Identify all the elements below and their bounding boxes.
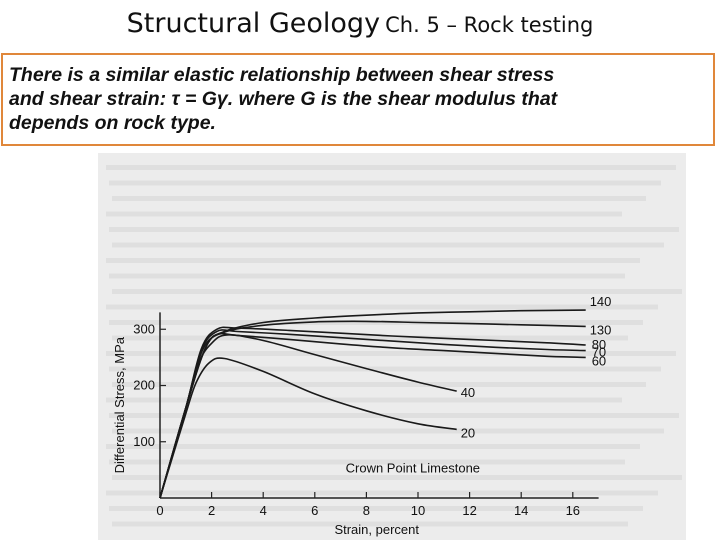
x-axis-label: Strain, percent: [334, 522, 419, 537]
background-text-line: [106, 165, 676, 170]
background-text-line: [106, 304, 658, 310]
chart-axes: 0 2 4 6 8 10 12 14 16 100 200 300: [133, 312, 599, 518]
x-tick-label: 10: [411, 503, 425, 518]
body-text-box: There is a similar elastic relationship …: [1, 53, 715, 146]
x-tick-label: 8: [363, 503, 370, 518]
slide-title: Structural Geology Ch. 5 – Rock testing: [0, 8, 720, 39]
series-label-130: 130: [590, 322, 612, 337]
background-text-line: [106, 211, 622, 217]
body-line-3: depends on rock type.: [9, 112, 216, 134]
background-text-line: [109, 413, 679, 418]
body-line-2: and shear strain: τ = Gγ. where G is the…: [9, 88, 558, 110]
background-text-line: [106, 490, 658, 496]
x-tick-label: 14: [514, 503, 528, 518]
background-text-line: [109, 459, 625, 465]
background-text-line: [106, 258, 640, 263]
x-tick-label: 4: [260, 503, 267, 518]
background-text-line: [112, 335, 628, 341]
background-text-line: [109, 227, 679, 232]
background-text-line: [112, 196, 646, 201]
background-text-line: [109, 366, 661, 372]
series-label-40: 40: [461, 385, 475, 400]
series-label-70: 70: [592, 345, 606, 360]
background-text-line: [112, 521, 628, 527]
chart-title: Crown Point Limestone: [346, 461, 480, 476]
y-axis-label: Differential Stress, MPa: [112, 336, 127, 473]
background-text-line: [106, 444, 640, 449]
y-tick-label: 200: [133, 378, 155, 393]
background-text-line: [112, 289, 682, 294]
background-text-line: [112, 382, 646, 387]
background-text-line: [109, 506, 643, 511]
background-text-line: [112, 242, 664, 248]
series-line-20: [159, 357, 457, 499]
series-label-20: 20: [461, 425, 475, 440]
series-line-40: [159, 334, 457, 499]
background-text-line: [109, 273, 625, 279]
y-tick-label: 300: [133, 321, 155, 336]
background-text-line: [106, 351, 676, 356]
background-page-texture: [106, 165, 682, 527]
series-label-140: 140: [590, 294, 612, 309]
x-tick-label: 16: [566, 503, 580, 518]
x-tick-label: 12: [462, 503, 476, 518]
scanned-figure: 0 2 4 6 8 10 12 14 16 100 200 300 140 130 80 70 60 40 20 C…: [98, 153, 686, 540]
x-tick-label: 2: [208, 503, 215, 518]
series-line-130: [159, 320, 586, 499]
title-subtitle: Ch. 5 – Rock testing: [385, 13, 594, 37]
x-tick-label: 6: [311, 503, 318, 518]
background-text-line: [109, 320, 643, 325]
background-text-line: [112, 475, 682, 480]
x-tick-label: 0: [156, 503, 163, 518]
series-label-60: 60: [592, 353, 606, 368]
background-text-line: [109, 180, 661, 186]
background-text-line: [112, 428, 664, 434]
chart-series: [159, 309, 586, 499]
title-main: Structural Geology: [126, 8, 381, 39]
background-text-line: [106, 397, 622, 403]
y-tick-label: 100: [133, 434, 155, 449]
body-line-1: There is a similar elastic relationship …: [9, 64, 555, 86]
series-label-80: 80: [592, 337, 606, 352]
